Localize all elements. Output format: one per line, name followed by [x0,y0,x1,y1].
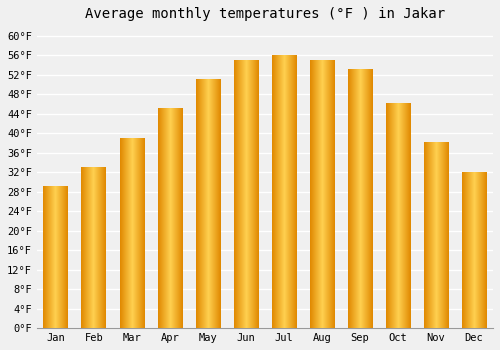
Title: Average monthly temperatures (°F ) in Jakar: Average monthly temperatures (°F ) in Ja… [85,7,445,21]
